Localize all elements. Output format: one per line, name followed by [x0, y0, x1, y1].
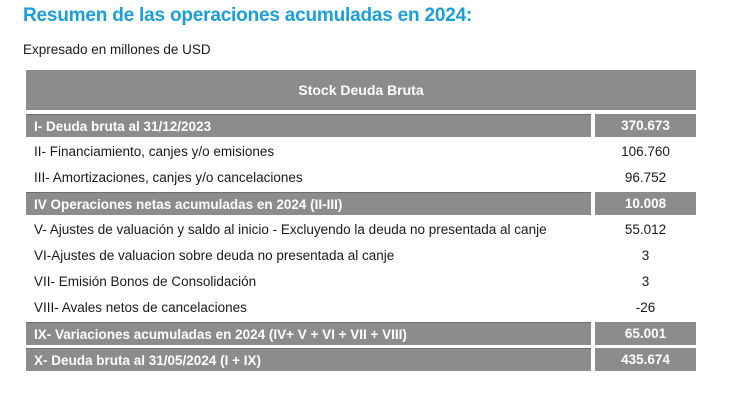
row-label: I- Deuda bruta al 31/12/2023 [26, 114, 591, 137]
row-label: IX- Variaciones acumuladas en 2024 (IV+ … [26, 322, 591, 345]
debt-stock-table: Stock Deuda Bruta I- Deuda bruta al 31/1… [26, 70, 696, 374]
table-row: III- Amortizaciones, canjes y/o cancelac… [26, 166, 696, 189]
row-value: 65.001 [595, 322, 696, 345]
row-value: 96.752 [624, 170, 667, 185]
row-label: VII- Emisión Bonos de Consolidación [34, 274, 257, 289]
table-row: V- Ajustes de valuación y saldo al inici… [26, 218, 696, 241]
row-value: 3 [641, 248, 650, 263]
row-value: 106.760 [621, 144, 670, 159]
table-row: VIII- Avales netos de cancelaciones -26 [26, 296, 696, 319]
row-label: X- Deuda bruta al 31/05/2024 (I + IX) [26, 348, 591, 371]
row-label: II- Financiamiento, canjes y/o emisiones [34, 144, 275, 159]
page-subtitle: Expresado en millones de USD [23, 42, 211, 57]
table-row: II- Financiamiento, canjes y/o emisiones… [26, 140, 696, 163]
table-row: IX- Variaciones acumuladas en 2024 (IV+ … [26, 322, 696, 345]
row-value: 370.673 [595, 114, 696, 137]
row-label: IV Operaciones netas acumuladas en 2024 … [26, 192, 591, 215]
row-label: V- Ajustes de valuación y saldo al inici… [34, 222, 547, 237]
table-row: I- Deuda bruta al 31/12/2023 370.673 [26, 114, 696, 137]
table-heading: Stock Deuda Bruta [26, 70, 696, 110]
row-value: 10.008 [595, 192, 696, 215]
row-label: VIII- Avales netos de cancelaciones [34, 300, 247, 315]
table-row: VII- Emisión Bonos de Consolidación 3 [26, 270, 696, 293]
row-label: VI-Ajustes de valuacion sobre deuda no p… [34, 248, 395, 263]
row-value: 55.012 [624, 222, 667, 237]
row-value: 3 [641, 274, 650, 289]
table-row: VI-Ajustes de valuacion sobre deuda no p… [26, 244, 696, 267]
table-row: IV Operaciones netas acumuladas en 2024 … [26, 192, 696, 215]
table-row: X- Deuda bruta al 31/05/2024 (I + IX) 43… [26, 348, 696, 371]
row-label: III- Amortizaciones, canjes y/o cancelac… [34, 170, 303, 185]
page-title: Resumen de las operaciones acumuladas en… [23, 5, 473, 26]
row-value: 435.674 [595, 348, 696, 371]
row-value: -26 [635, 300, 656, 315]
